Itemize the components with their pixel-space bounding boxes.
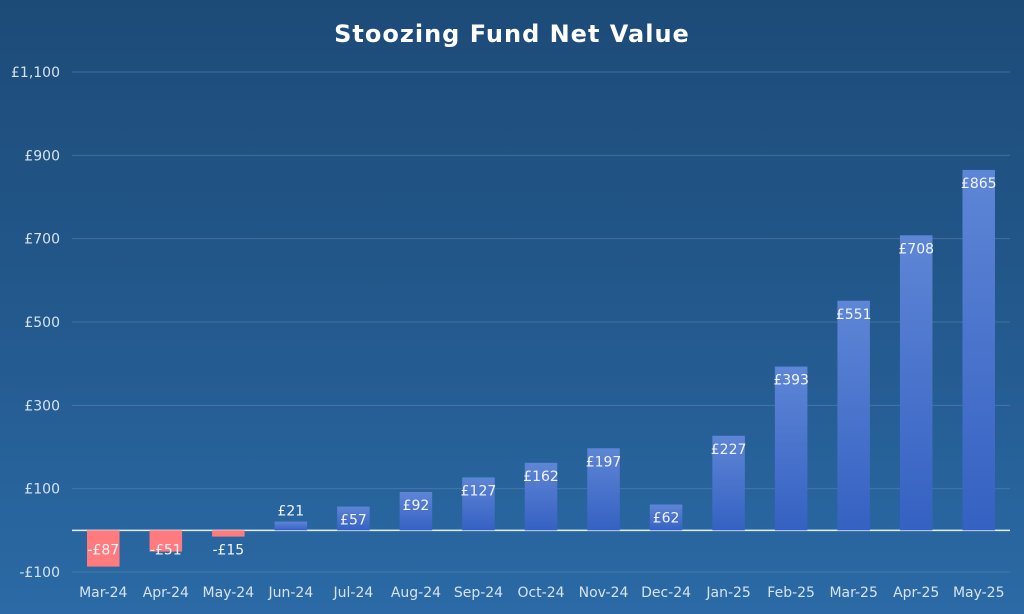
bar (962, 169, 995, 531)
data-label: £62 (653, 511, 680, 527)
bar (87, 530, 120, 567)
label-layer: -£87 Mar-24 -£51 Apr-24 -£15 May-24 £21 Jun-24 £… (79, 176, 1004, 601)
data-label: £57 (340, 513, 367, 529)
bar (212, 530, 245, 537)
x-tick-label: Apr-25 (893, 585, 939, 601)
bar (899, 235, 933, 531)
bar (274, 521, 308, 531)
x-tick-label: Nov-24 (579, 585, 629, 601)
y-tick-label: £300 (24, 398, 60, 414)
data-label: -£15 (212, 542, 244, 558)
grid-layer: -£100 £100 £300 £500 £700 £900 £1,100 (11, 65, 1010, 581)
data-label: £127 (461, 483, 497, 499)
data-label: £92 (403, 498, 430, 514)
data-label: £162 (523, 469, 559, 485)
data-label: £551 (836, 307, 872, 323)
x-tick-label: Mar-24 (79, 585, 127, 601)
bar (337, 506, 370, 531)
y-tick-label: £100 (24, 482, 60, 498)
x-tick-label: Sep-24 (454, 585, 503, 601)
y-tick-label: £500 (24, 315, 60, 331)
bar (649, 504, 683, 531)
bar (524, 462, 558, 531)
bar (837, 300, 870, 531)
bar (774, 366, 808, 531)
data-label: -£87 (87, 542, 119, 558)
y-tick-label: -£100 (19, 565, 60, 581)
data-label: £708 (898, 241, 934, 257)
x-tick-label: May-24 (203, 585, 255, 601)
data-label: £865 (961, 176, 997, 192)
bar (462, 477, 495, 531)
y-tick-label: £1,100 (11, 65, 60, 81)
x-tick-label: Mar-25 (829, 585, 877, 601)
x-tick-label: Dec-24 (641, 585, 691, 601)
data-label: £21 (277, 504, 304, 520)
data-label: £393 (773, 373, 809, 389)
x-tick-label: Apr-24 (143, 585, 189, 601)
x-tick-label: Jun-24 (267, 585, 313, 601)
data-label: -£51 (150, 542, 182, 558)
bar (149, 530, 183, 552)
x-tick-label: Feb-25 (767, 585, 815, 601)
x-tick-label: Aug-24 (391, 585, 441, 601)
bar (712, 435, 745, 531)
y-tick-label: £700 (24, 232, 60, 248)
x-tick-label: May-25 (953, 585, 1005, 601)
bar (587, 448, 620, 531)
chart-title: Stoozing Fund Net Value (334, 20, 690, 48)
x-tick-label: Oct-24 (517, 585, 564, 601)
data-label: £227 (711, 442, 747, 458)
bar (399, 492, 433, 531)
y-tick-label: £900 (24, 148, 60, 164)
x-tick-label: Jan-25 (705, 585, 750, 601)
bar-layer (87, 169, 995, 567)
data-label: £197 (586, 454, 622, 470)
x-tick-label: Jul-24 (333, 585, 374, 601)
